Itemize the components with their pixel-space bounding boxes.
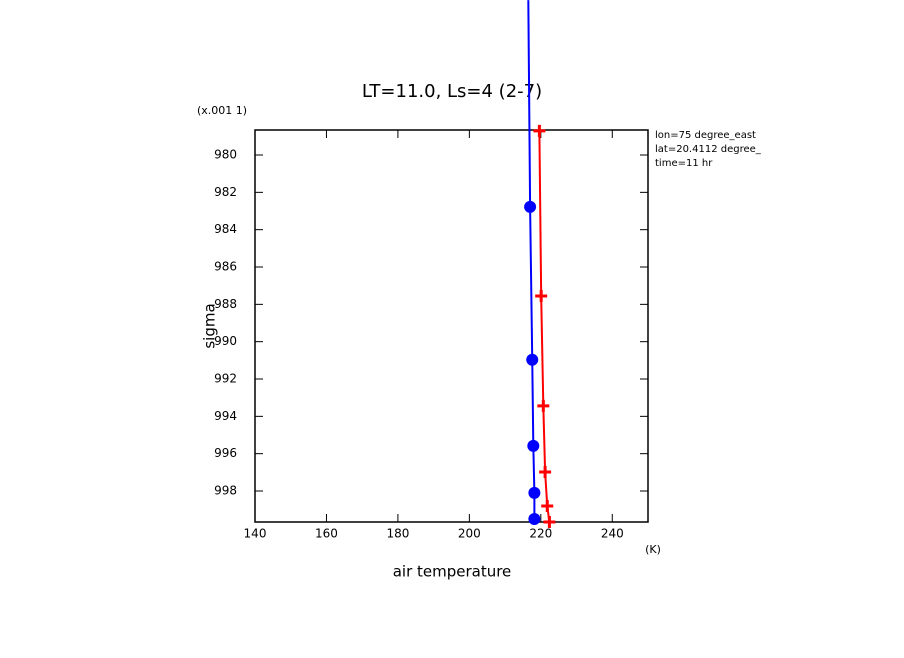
marker: [543, 516, 556, 528]
marker: [535, 289, 548, 302]
marker: [541, 499, 554, 512]
y-tick-label: 994: [214, 409, 237, 423]
marker: [527, 439, 540, 452]
marker: [533, 124, 546, 137]
y-tick-label: 980: [214, 148, 237, 162]
y-axis-label: sigma: [201, 303, 219, 348]
annotation: lat=20.4112 degree_: [655, 144, 762, 155]
marker: [528, 513, 541, 526]
marker: [528, 486, 541, 499]
marker: [537, 399, 550, 412]
x-tick-label: 240: [601, 527, 624, 541]
x-tick-label: 160: [315, 527, 338, 541]
x-axis-label: air temperature: [393, 563, 512, 581]
x-tick-label: 200: [458, 527, 481, 541]
annotation: time=11 hr: [655, 158, 713, 169]
y-tick-label: 998: [214, 484, 237, 498]
marker: [539, 465, 552, 478]
x-tick-label: 140: [244, 527, 267, 541]
annotation: lon=75 degree_east: [655, 130, 756, 141]
y-tick-label: 992: [214, 372, 237, 386]
x-tick-label: 220: [529, 527, 552, 541]
plot-frame: [254, 129, 649, 523]
chart-title: LT=11.0, Ls=4 (2-7): [362, 81, 542, 102]
series-line: [538, 130, 551, 523]
y-tick-label: 996: [214, 446, 237, 460]
y-tick-label: 984: [214, 222, 237, 236]
x-tick-label: 180: [386, 527, 409, 541]
marker: [526, 353, 539, 366]
y-scale-note: (x.001 1): [197, 104, 247, 117]
y-tick-label: 986: [214, 260, 237, 274]
y-tick-label: 988: [214, 297, 237, 311]
y-tick-label: 982: [214, 185, 237, 199]
y-tick-label: 990: [214, 334, 237, 348]
x-unit: (K): [645, 543, 661, 556]
marker: [524, 200, 537, 213]
